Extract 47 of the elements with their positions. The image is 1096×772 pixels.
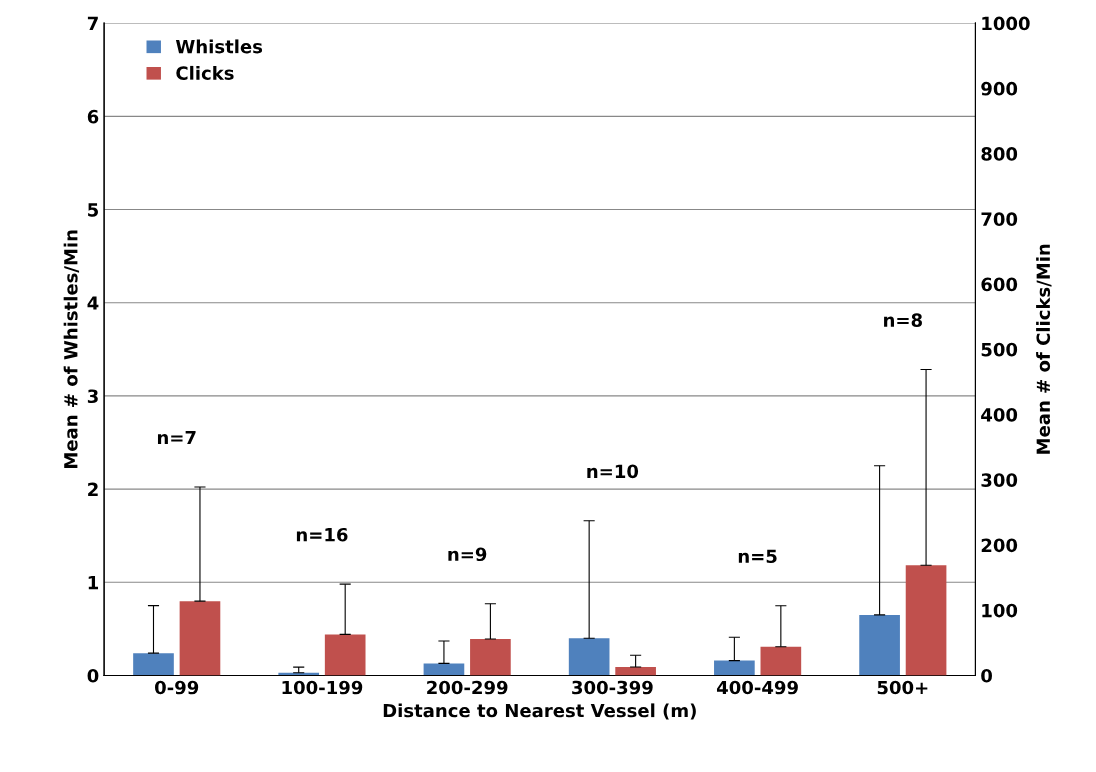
annotation: n=8	[884, 313, 922, 327]
y-tick-label: 5	[88, 203, 98, 217]
bar	[324, 634, 366, 676]
x-tick-label: 0-99	[155, 680, 199, 695]
y2-tick-label: 800	[981, 147, 1018, 161]
x-tick-label: 500+	[877, 680, 928, 695]
y2-tick-label: 900	[981, 81, 1018, 96]
y-tick-label: 3	[87, 389, 98, 404]
y2-tick-label: 700	[981, 212, 1018, 226]
annotation: n=16	[296, 527, 348, 542]
x-tick-label: 400-499	[716, 680, 798, 695]
bar	[423, 663, 465, 676]
legend-label: Whistles	[175, 39, 263, 54]
annotation: n=5	[738, 549, 777, 564]
bar	[714, 660, 755, 676]
bar	[568, 638, 610, 676]
bar	[615, 667, 656, 676]
bar	[470, 638, 511, 676]
y-tick-label: 7	[87, 16, 98, 31]
y2-tick-label: 600	[981, 277, 1018, 292]
x-tick-label: 300-399	[572, 680, 653, 695]
y2-tick-label: 300	[981, 473, 1018, 487]
y-tick-label: 0	[87, 668, 99, 683]
x-axis-title: Distance to Nearest Vessel (m)	[383, 703, 696, 720]
y2-tick-label: 100	[982, 603, 1018, 618]
y2-tick-label: 400	[981, 408, 1018, 422]
annotation: n=9	[448, 547, 487, 562]
bar	[133, 653, 174, 676]
x-tick-label: 200-299	[427, 680, 508, 695]
annotation: n=7	[157, 430, 196, 445]
y-tick-label: 6	[87, 109, 99, 124]
y2-tick-label: 0	[981, 668, 992, 683]
annotation: n=10	[587, 464, 639, 479]
y2-axis-title: Mean # of Clicks/Min	[1036, 244, 1052, 454]
y-tick-label: 2	[88, 482, 98, 496]
bar	[859, 614, 900, 676]
y2-tick-label: 1000	[982, 16, 1030, 31]
y-tick-label: 1	[88, 576, 99, 590]
y-axis-title: Mean # of Whistles/Min	[63, 230, 80, 468]
bar	[760, 646, 802, 676]
bar	[905, 565, 947, 676]
x-tick-label: 100-199	[282, 680, 363, 695]
y2-tick-label: 500	[981, 342, 1018, 357]
y2-tick-label: 200	[981, 538, 1018, 553]
y-tick-label: 4	[87, 296, 99, 310]
legend-label: Clicks	[176, 65, 234, 80]
bar	[179, 601, 221, 676]
